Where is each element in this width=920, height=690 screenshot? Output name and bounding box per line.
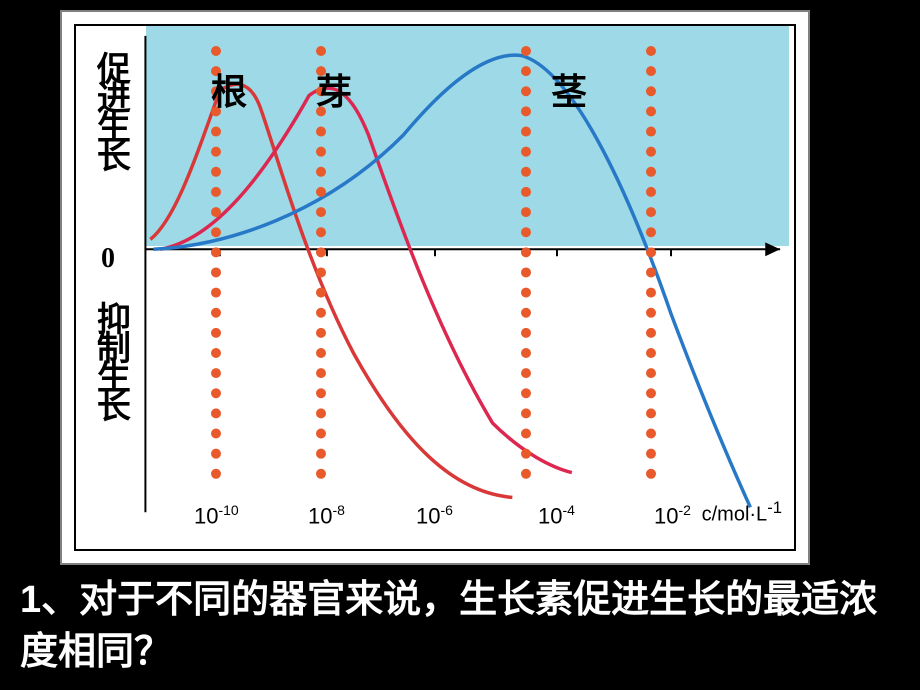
curve-root — [150, 84, 512, 497]
x-axis-unit-label: c/mol·L-1 — [702, 498, 782, 527]
chart-plot-frame: 促进生长 0 抑制生长 根 — [74, 24, 796, 551]
question-text: 1、对于不同的器官来说，生长素促进生长的最适浓度相同？ — [20, 575, 900, 678]
x-tick-label-2: 10-6 — [416, 502, 453, 529]
curve-label-root: 根 — [211, 63, 247, 115]
chart-container: 促进生长 0 抑制生长 根 — [60, 10, 810, 565]
chart-svg — [76, 26, 794, 549]
x-axis-arrow — [765, 242, 780, 256]
curve-label-bud: 芽 — [316, 63, 352, 115]
curve-stem — [153, 55, 750, 507]
curve-bud — [160, 88, 572, 472]
x-tick-label-0: 10-10 — [194, 502, 239, 529]
vertical-marker-3 — [521, 46, 531, 479]
x-tick-label-4: 10-2 — [654, 502, 691, 529]
x-tick-label-1: 10-8 — [308, 502, 345, 529]
x-tick-label-3: 10-4 — [538, 502, 575, 529]
curve-label-stem: 茎 — [551, 63, 587, 115]
vertical-marker-4 — [646, 46, 656, 479]
